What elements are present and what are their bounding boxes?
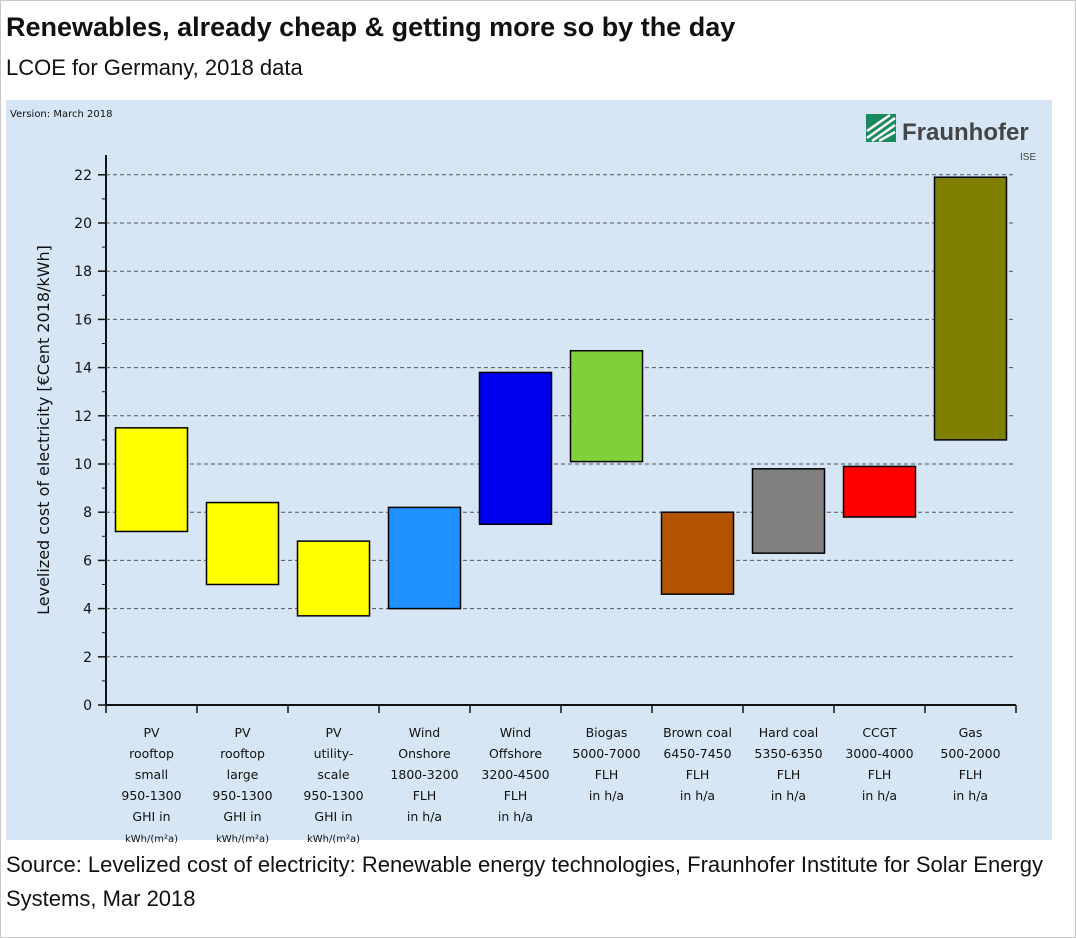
x-category-label: 5350-6350 <box>754 746 822 761</box>
x-category-label: FLH <box>686 767 710 782</box>
bar-6 <box>660 511 735 595</box>
y-tick-label: 2 <box>83 650 92 666</box>
bar-4 <box>478 371 553 526</box>
x-category-label: scale <box>317 767 350 782</box>
x-category-label: Gas <box>959 725 983 740</box>
x-category-label: FLH <box>413 788 437 803</box>
bar-5 <box>569 349 644 463</box>
logo-text: Fraunhofer <box>902 119 1029 146</box>
x-category-label: GHI in <box>314 809 352 824</box>
y-tick-label: 16 <box>74 312 92 328</box>
x-category-label: in h/a <box>862 788 897 803</box>
version-label: Version: March 2018 <box>10 109 112 120</box>
x-category-label: Wind <box>500 725 531 740</box>
x-category-label: utility- <box>314 746 354 761</box>
fraunhofer-logo: Fraunhofer ISE <box>866 113 1036 163</box>
x-category-label: Brown coal <box>663 725 732 740</box>
x-category-label: 950-1300 <box>212 788 272 803</box>
x-category-label: in h/a <box>771 788 806 803</box>
x-category-label: in h/a <box>498 809 533 824</box>
x-category-label: 3200-4500 <box>481 767 549 782</box>
x-category-label: large <box>227 767 259 782</box>
axes <box>105 155 1017 713</box>
x-category-label: in h/a <box>589 788 624 803</box>
y-tick-label: 22 <box>74 168 92 184</box>
x-category-label: in h/a <box>680 788 715 803</box>
bar-3 <box>387 506 462 610</box>
y-axis-ticks: 0 2 4 6 8 10 12 14 16 18 20 22 <box>74 168 106 714</box>
x-category-label: Wind <box>409 725 440 740</box>
x-category-label: 500-2000 <box>940 746 1000 761</box>
x-category-label: 1800-3200 <box>390 767 458 782</box>
y-tick-label: 20 <box>74 216 92 232</box>
x-category-label: FLH <box>959 767 983 782</box>
logo-subtext: ISE <box>1020 152 1036 163</box>
bar-2 <box>296 540 371 617</box>
x-category-label: 6450-7450 <box>663 746 731 761</box>
y-tick-label: 0 <box>83 698 92 714</box>
bar-1 <box>205 501 280 586</box>
bars <box>114 176 1008 617</box>
x-category-label: PV <box>143 725 160 740</box>
x-category-label: 5000-7000 <box>572 746 640 761</box>
x-category-label: 950-1300 <box>303 788 363 803</box>
y-tick-label: 12 <box>74 409 92 425</box>
y-tick-label: 6 <box>83 553 92 569</box>
y-tick-label: 18 <box>74 264 92 280</box>
x-category-label: kWh/(m²a) <box>216 834 269 845</box>
y-tick-label: 14 <box>74 361 92 377</box>
bar-8 <box>842 465 917 518</box>
x-category-label: kWh/(m²a) <box>125 834 178 845</box>
x-category-label: in h/a <box>407 809 442 824</box>
x-axis-labels: PV rooftop small 950-1300 GHI in kWh/(m²a) PV r… <box>121 725 1000 845</box>
x-category-label: Offshore <box>489 746 542 761</box>
x-category-label: CCGT <box>862 725 897 740</box>
bar-7 <box>751 468 826 554</box>
x-category-label: rooftop <box>129 746 174 761</box>
fraunhofer-logo-icon <box>866 113 896 143</box>
x-category-label: FLH <box>868 767 892 782</box>
x-category-label: Hard coal <box>759 725 819 740</box>
chart-title: Renewables, already cheap & getting more… <box>6 12 736 42</box>
y-tick-label: 4 <box>83 602 92 618</box>
x-category-label: GHI in <box>132 809 170 824</box>
y-axis-label: Levelized cost of electricity [€Cent 201… <box>34 245 53 615</box>
y-tick-label: 10 <box>74 457 92 473</box>
x-category-label: PV <box>325 725 342 740</box>
x-category-label: Onshore <box>398 746 451 761</box>
bar-0 <box>114 427 189 533</box>
x-category-label: GHI in <box>223 809 261 824</box>
x-category-label: kWh/(m²a) <box>307 834 360 845</box>
x-category-label: PV <box>234 725 251 740</box>
x-category-label: FLH <box>504 788 528 803</box>
gridlines <box>106 174 1016 658</box>
x-category-label: rooftop <box>220 746 265 761</box>
x-category-label: in h/a <box>953 788 988 803</box>
source-note: Source: Levelized cost of electricity: R… <box>6 852 1043 911</box>
x-category-label: FLH <box>777 767 801 782</box>
bar-9 <box>933 176 1008 441</box>
x-category-label: Biogas <box>586 725 628 740</box>
x-category-label: FLH <box>595 767 619 782</box>
x-category-label: small <box>135 767 168 782</box>
y-tick-label: 8 <box>83 505 92 521</box>
x-category-label: 3000-4000 <box>845 746 913 761</box>
x-category-label: 950-1300 <box>121 788 181 803</box>
chart-subtitle: LCOE for Germany, 2018 data <box>6 55 303 80</box>
